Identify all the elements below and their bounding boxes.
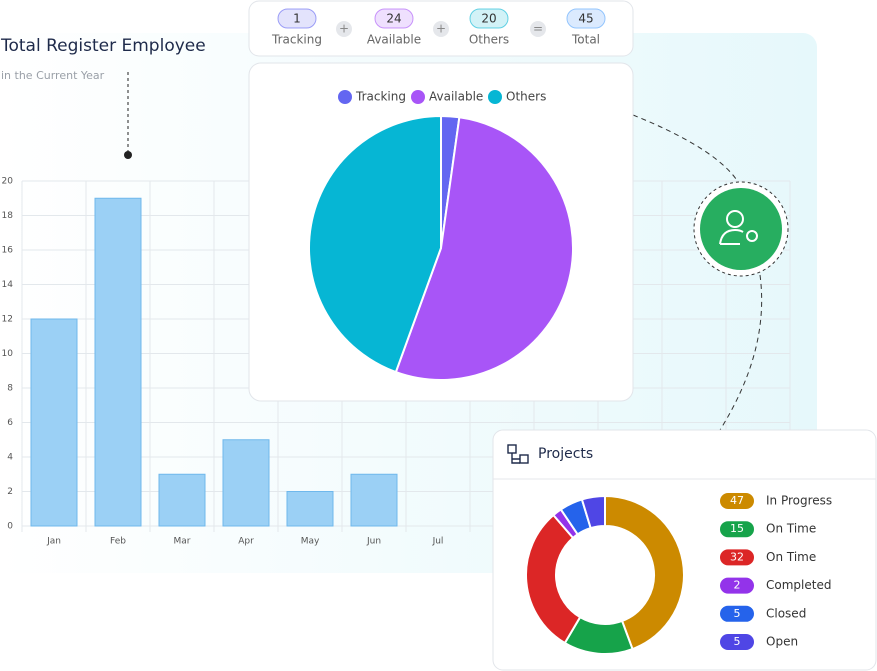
donut-chart: 47 In Progress 15 On Time 32 On Time 2 Complete… (525, 493, 832, 655)
pill-label: Others (469, 33, 509, 47)
pointer-dot (124, 151, 132, 159)
y-tick-label: 16 (2, 246, 14, 256)
x-tick-label: Jun (366, 537, 381, 547)
legend-label: Open (766, 635, 798, 649)
pill (374, 8, 414, 29)
bar (222, 439, 270, 527)
legend-badge (720, 521, 754, 538)
x-tick-label: May (301, 537, 320, 547)
projects-title: Projects (538, 446, 593, 462)
legend-value: 5 (734, 635, 741, 648)
legend-badge (720, 577, 754, 594)
legend-value: 15 (730, 522, 744, 535)
legend-marker (488, 90, 502, 104)
donut-slice (525, 513, 582, 645)
legend-label: In Progress (766, 494, 832, 508)
pill-value: 20 (481, 12, 496, 26)
legend-value: 5 (734, 607, 741, 620)
pie-chart: Tracking Available Others (308, 90, 575, 381)
x-tick-label: Apr (238, 537, 254, 547)
legend-label: Available (429, 90, 483, 104)
y-tick-label: 6 (7, 418, 13, 428)
legend-marker (338, 90, 352, 104)
legend-label: Tracking (355, 90, 406, 104)
bar (350, 473, 398, 527)
y-tick-label: 2 (7, 487, 13, 497)
projects-card (492, 429, 877, 671)
pill-value: 45 (578, 12, 593, 26)
legend-value: 32 (730, 550, 744, 563)
x-tick-label: Jul (432, 537, 444, 547)
pie-slice (394, 116, 575, 381)
pie-slice (308, 114, 442, 374)
legend-label: Closed (766, 606, 806, 620)
y-tick-label: 4 (7, 453, 13, 463)
legend-badge (720, 549, 754, 566)
pill-label: Tracking (271, 33, 322, 47)
bar (286, 491, 334, 527)
legend-badge (720, 634, 754, 650)
pill-value: 24 (386, 12, 401, 26)
bar-subtitle: in the Current Year (1, 69, 105, 82)
pill (566, 8, 606, 29)
y-tick-label: 0 (7, 522, 13, 532)
donut-slice (580, 494, 606, 530)
y-tick-label: 8 (7, 384, 13, 394)
legend-badge (720, 493, 754, 509)
legend-label: Others (506, 90, 546, 104)
legend-value: 2 (734, 579, 741, 592)
projects-icon (507, 444, 529, 464)
donut-slice (604, 494, 685, 651)
pill (469, 8, 509, 29)
pill-value: 1 (293, 12, 301, 26)
svg-text:=: = (533, 22, 543, 36)
legend-label: On Time (766, 550, 816, 564)
y-tick-label: 10 (2, 349, 14, 359)
y-tick-label: 12 (2, 315, 13, 325)
user-gear-icon (719, 210, 758, 245)
legend-badge (720, 605, 754, 622)
summary-pills: 1 Tracking 24 Available 20 Others 45 Total (271, 8, 606, 47)
y-tick-label: 14 (2, 280, 14, 290)
bar (30, 318, 78, 527)
bar (158, 473, 206, 527)
x-tick-label: Jan (46, 537, 61, 547)
svg-text:+: + (339, 22, 349, 36)
svg-text:+: + (436, 22, 446, 36)
legend-marker (411, 90, 425, 104)
legend-label: On Time (766, 522, 816, 536)
operators: + + = (336, 21, 546, 37)
legend-label: Completed (766, 578, 831, 592)
pill-label: Available (367, 33, 421, 47)
bar-title: Total Register Employee (0, 36, 206, 56)
x-tick-label: Feb (110, 537, 126, 547)
legend-value: 47 (730, 494, 744, 507)
icon-circle[interactable] (700, 188, 782, 270)
pill (277, 8, 317, 29)
y-tick-label: 20 (2, 177, 14, 187)
connector (632, 114, 763, 431)
x-tick-label: Mar (174, 537, 191, 547)
pill-label: Total (571, 33, 600, 47)
bar (94, 197, 142, 527)
y-tick-label: 18 (2, 211, 14, 221)
